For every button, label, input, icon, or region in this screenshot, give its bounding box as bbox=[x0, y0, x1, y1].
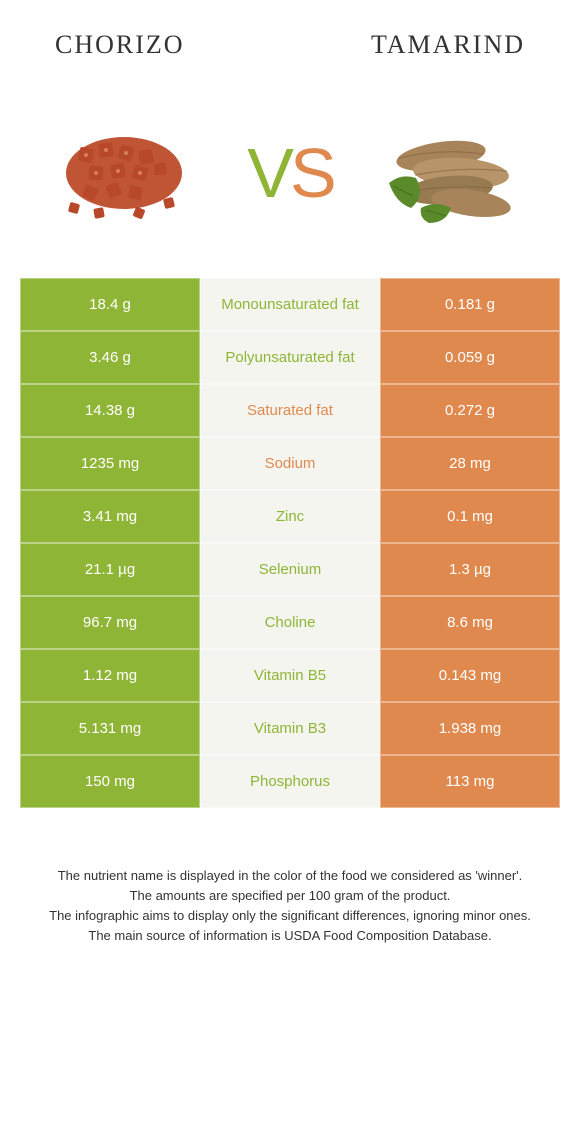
nutrient-row: 150 mgPhosphorus113 mg bbox=[20, 755, 560, 808]
footer-line-4: The main source of information is USDA F… bbox=[30, 926, 550, 946]
left-value: 21.1 µg bbox=[20, 543, 200, 596]
left-value: 150 mg bbox=[20, 755, 200, 808]
left-value: 96.7 mg bbox=[20, 596, 200, 649]
nutrient-row: 5.131 mgVitamin B31.938 mg bbox=[20, 702, 560, 755]
right-value: 0.143 mg bbox=[380, 649, 560, 702]
tamarind-image bbox=[371, 108, 541, 238]
nutrient-label: Sodium bbox=[200, 437, 380, 490]
right-value: 8.6 mg bbox=[380, 596, 560, 649]
nutrient-row: 21.1 µgSelenium1.3 µg bbox=[20, 543, 560, 596]
vs-label: VS bbox=[247, 133, 332, 213]
left-value: 5.131 mg bbox=[20, 702, 200, 755]
nutrient-label: Monounsaturated fat bbox=[200, 278, 380, 331]
left-value: 3.41 mg bbox=[20, 490, 200, 543]
left-value: 14.38 g bbox=[20, 384, 200, 437]
nutrient-row: 1235 mgSodium28 mg bbox=[20, 437, 560, 490]
nutrient-row: 96.7 mgCholine8.6 mg bbox=[20, 596, 560, 649]
infographic-container: Chorizo Tamarind bbox=[0, 0, 580, 967]
left-value: 18.4 g bbox=[20, 278, 200, 331]
nutrient-row: 1.12 mgVitamin B50.143 mg bbox=[20, 649, 560, 702]
right-value: 1.3 µg bbox=[380, 543, 560, 596]
right-value: 0.272 g bbox=[380, 384, 560, 437]
title-right: Tamarind bbox=[371, 30, 525, 60]
left-value: 3.46 g bbox=[20, 331, 200, 384]
nutrient-label: Vitamin B5 bbox=[200, 649, 380, 702]
footer-line-3: The infographic aims to display only the… bbox=[30, 906, 550, 926]
left-value: 1.12 mg bbox=[20, 649, 200, 702]
nutrient-label: Selenium bbox=[200, 543, 380, 596]
title-left: Chorizo bbox=[55, 30, 185, 60]
nutrient-row: 3.46 gPolyunsaturated fat0.059 g bbox=[20, 331, 560, 384]
right-value: 113 mg bbox=[380, 755, 560, 808]
nutrient-row: 14.38 gSaturated fat0.272 g bbox=[20, 384, 560, 437]
header: Chorizo Tamarind bbox=[0, 0, 580, 78]
right-value: 0.181 g bbox=[380, 278, 560, 331]
left-value: 1235 mg bbox=[20, 437, 200, 490]
nutrient-label: Polyunsaturated fat bbox=[200, 331, 380, 384]
right-value: 1.938 mg bbox=[380, 702, 560, 755]
vs-v: V bbox=[247, 134, 290, 212]
nutrient-label: Choline bbox=[200, 596, 380, 649]
nutrient-label: Saturated fat bbox=[200, 384, 380, 437]
nutrient-table: 18.4 gMonounsaturated fat0.181 g3.46 gPo… bbox=[20, 278, 560, 808]
footer-line-2: The amounts are specified per 100 gram o… bbox=[30, 886, 550, 906]
right-value: 28 mg bbox=[380, 437, 560, 490]
vs-s: S bbox=[290, 134, 333, 212]
footer-line-1: The nutrient name is displayed in the co… bbox=[30, 866, 550, 886]
right-value: 0.1 mg bbox=[380, 490, 560, 543]
nutrient-row: 18.4 gMonounsaturated fat0.181 g bbox=[20, 278, 560, 331]
right-value: 0.059 g bbox=[380, 331, 560, 384]
hero-row: VS bbox=[0, 78, 580, 278]
nutrient-label: Phosphorus bbox=[200, 755, 380, 808]
nutrient-row: 3.41 mgZinc0.1 mg bbox=[20, 490, 560, 543]
nutrient-label: Zinc bbox=[200, 490, 380, 543]
chorizo-image bbox=[39, 108, 209, 238]
nutrient-label: Vitamin B3 bbox=[200, 702, 380, 755]
footer-notes: The nutrient name is displayed in the co… bbox=[0, 808, 580, 967]
